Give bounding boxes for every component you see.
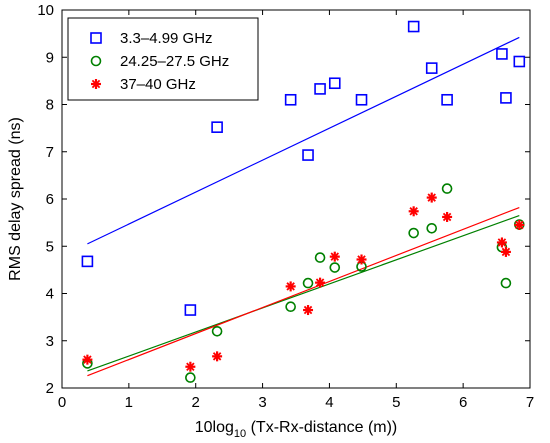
data-point — [426, 222, 438, 234]
data-point — [185, 361, 196, 372]
x-axis-label-prefix: 10log — [195, 419, 234, 436]
data-point — [408, 206, 419, 217]
legend-marker — [90, 55, 102, 67]
x-tick-label: 0 — [58, 394, 66, 411]
data-point — [356, 254, 367, 265]
axis-ticks: 0 1 2 3 4 5 6 7 2 3 4 5 6 7 8 9 10 — [37, 2, 534, 411]
data-point — [514, 219, 525, 230]
data-point — [442, 211, 453, 222]
x-tick-label: 4 — [325, 394, 333, 411]
y-tick-label: 10 — [37, 2, 54, 19]
y-tick-label: 7 — [46, 144, 54, 161]
legend-label: 24.25–27.5 GHz — [120, 53, 229, 70]
legend-label: 3.3–4.99 GHz — [120, 30, 213, 47]
data-point — [329, 251, 340, 262]
data-point — [426, 192, 437, 203]
fit-line — [87, 36, 520, 245]
data-point — [496, 48, 508, 60]
y-tick-label: 2 — [46, 380, 54, 397]
x-tick-label: 7 — [526, 394, 534, 411]
data-point — [314, 83, 326, 95]
data-point — [314, 252, 326, 263]
data-point — [284, 93, 297, 106]
data-point — [500, 277, 512, 289]
data-point — [441, 93, 453, 106]
data-point — [328, 77, 341, 90]
data-point — [496, 237, 507, 248]
data-point — [184, 304, 197, 316]
y-tick-label: 3 — [46, 333, 54, 350]
x-tick-label: 6 — [459, 394, 467, 411]
data-point — [302, 277, 314, 289]
data-point — [211, 121, 223, 133]
data-points — [81, 20, 526, 383]
x-axis-label-suffix: (Tx-Rx-distance (m)) — [246, 419, 397, 436]
x-tick-label: 5 — [392, 394, 400, 411]
fit-line — [87, 206, 520, 377]
data-point — [500, 92, 512, 104]
legend: 3.3–4.99 GHz 24.25–27.5 GHz 37–40 GHz — [67, 17, 259, 101]
data-point — [407, 20, 420, 33]
data-point — [500, 246, 511, 257]
data-point — [285, 281, 296, 292]
fit-line — [87, 214, 520, 372]
legend-marker — [91, 79, 101, 89]
data-point — [81, 255, 94, 268]
data-point — [315, 277, 326, 288]
data-point — [441, 183, 453, 194]
data-point — [355, 93, 368, 106]
y-tick-label: 4 — [46, 286, 54, 303]
x-axis-label-subscript: 10 — [234, 428, 246, 440]
data-point — [408, 227, 419, 239]
legend-label: 37–40 GHz — [120, 76, 196, 93]
x-axis-label: 10log10 (Tx-Rx-distance (m)) — [195, 419, 398, 440]
x-tick-label: 1 — [125, 394, 133, 411]
data-point — [329, 262, 341, 273]
x-tick-label: 3 — [258, 394, 266, 411]
legend-marker — [90, 32, 102, 44]
y-tick-label: 5 — [46, 238, 54, 255]
y-tick-label: 6 — [46, 191, 54, 208]
data-point — [211, 325, 223, 337]
data-point — [303, 305, 314, 316]
y-tick-label: 8 — [46, 97, 54, 114]
data-point — [302, 149, 314, 161]
data-point — [513, 55, 526, 68]
x-tick-label: 2 — [192, 394, 200, 411]
data-point — [82, 354, 93, 365]
fit-lines — [87, 36, 520, 377]
data-point — [285, 301, 296, 313]
data-point — [185, 372, 196, 383]
data-point — [425, 62, 438, 74]
data-point — [212, 351, 223, 362]
y-axis-label: RMS delay spread (ns) — [7, 117, 24, 281]
y-tick-label: 9 — [46, 49, 54, 66]
